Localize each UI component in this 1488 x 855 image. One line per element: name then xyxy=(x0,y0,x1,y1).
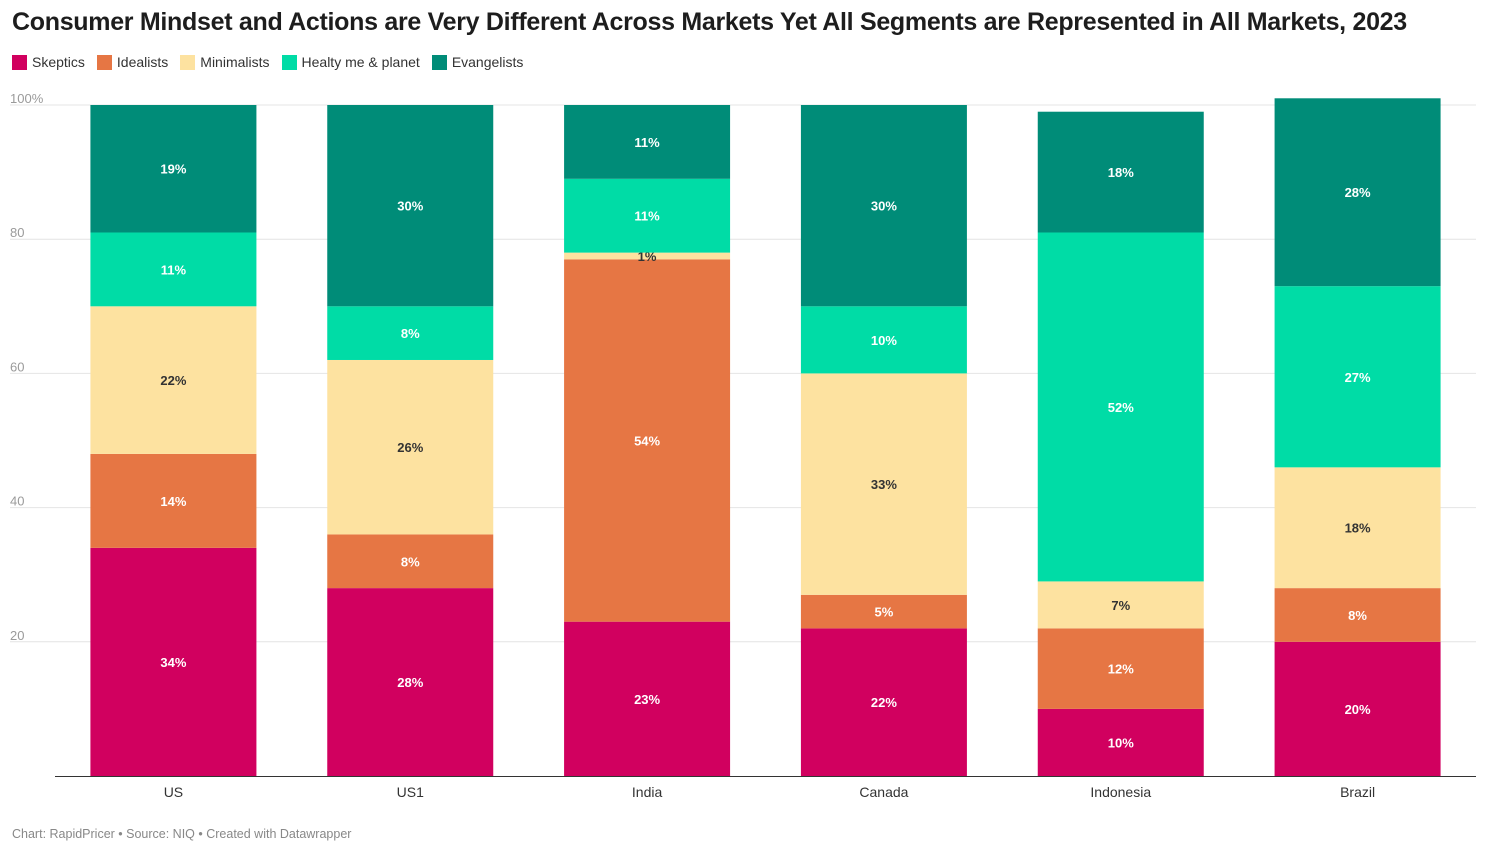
bar-segment xyxy=(800,628,967,776)
bar-segment xyxy=(1037,232,1204,582)
bar-segment xyxy=(327,588,494,776)
legend-item: Healty me & planet xyxy=(281,54,420,70)
bar-segment xyxy=(564,259,731,622)
data-label: 11% xyxy=(161,262,187,277)
data-label: 1% xyxy=(638,249,657,264)
legend-swatch xyxy=(180,54,196,70)
data-label: 22% xyxy=(160,373,186,388)
bar-segment xyxy=(327,359,494,535)
bar-segment xyxy=(800,105,967,307)
data-label: 27% xyxy=(1345,370,1371,385)
bar-segment xyxy=(1274,467,1441,589)
bar-segment xyxy=(800,373,967,595)
legend-label: Idealists xyxy=(116,54,169,70)
bar-segment xyxy=(1037,628,1204,709)
bar-segment xyxy=(1037,708,1204,776)
data-label: 30% xyxy=(871,199,897,214)
legend-label: Healty me & planet xyxy=(301,54,420,70)
legend-swatch xyxy=(96,54,112,70)
x-tick-label: US xyxy=(164,784,183,800)
bar-segment xyxy=(1274,641,1441,776)
legend-label: Minimalists xyxy=(200,54,270,70)
bar-segment xyxy=(1274,98,1441,287)
bar-segment xyxy=(1037,581,1204,629)
y-tick-label: 80 xyxy=(10,225,24,240)
data-label: 8% xyxy=(401,554,420,569)
legend-item: Skeptics xyxy=(12,54,85,70)
bar-segment xyxy=(327,105,494,307)
data-label: 30% xyxy=(397,199,423,214)
x-tick-label: Canada xyxy=(859,784,908,800)
legend-item: Minimalists xyxy=(180,54,270,70)
data-label: 18% xyxy=(1345,521,1371,536)
legend-label: Evangelists xyxy=(451,54,524,70)
data-label: 7% xyxy=(1111,598,1130,613)
y-tick-label: 60 xyxy=(10,359,24,374)
legend-item: Idealists xyxy=(96,54,169,70)
data-label: 10% xyxy=(871,333,897,348)
bar-segment xyxy=(564,621,731,776)
data-label: 12% xyxy=(1108,662,1134,677)
data-label: 19% xyxy=(160,162,186,177)
data-label: 52% xyxy=(1108,400,1134,415)
bar-segment xyxy=(564,178,731,253)
bar-segment xyxy=(327,306,494,360)
data-label: 10% xyxy=(1108,735,1134,750)
data-label: 18% xyxy=(1108,165,1134,180)
stacked-bar-chart: 20 40 60 80 100% 34% 14% 22% 11% 19% US 28% 8% 26% 8% 3… xyxy=(10,91,1476,800)
data-label: 11% xyxy=(634,209,660,224)
data-label: 33% xyxy=(871,477,897,492)
bar-segment xyxy=(564,105,731,179)
bar-segment xyxy=(1274,286,1441,468)
y-tick-label: 40 xyxy=(10,494,24,509)
bar-segment xyxy=(800,594,967,629)
data-label: 54% xyxy=(634,434,660,449)
data-label: 8% xyxy=(1348,608,1367,623)
bar-segment xyxy=(564,252,731,260)
data-label: 14% xyxy=(160,494,186,509)
bar-segment xyxy=(90,105,257,233)
bar-segment xyxy=(90,453,257,548)
data-label: 8% xyxy=(401,326,420,341)
chart-footer: Chart: RapidPricer • Source: NIQ • Creat… xyxy=(12,827,352,841)
legend-swatch xyxy=(281,54,297,70)
data-label: 22% xyxy=(871,695,897,710)
data-label: 28% xyxy=(397,675,423,690)
data-label: 26% xyxy=(397,440,423,455)
x-tick-label: Indonesia xyxy=(1090,784,1151,800)
legend-swatch xyxy=(12,54,27,70)
data-label: 34% xyxy=(160,655,186,670)
bar-segment xyxy=(90,232,257,307)
chart-title: Consumer Mindset and Actions are Very Di… xyxy=(12,8,1407,36)
y-tick-label: 20 xyxy=(10,628,24,643)
data-label: 28% xyxy=(1345,185,1371,200)
legend-swatch xyxy=(431,54,447,70)
bar-segment xyxy=(1274,588,1441,642)
data-label: 11% xyxy=(634,135,660,150)
legend-item: Evangelists xyxy=(431,54,524,70)
bar-segment xyxy=(90,306,257,454)
bar-segment xyxy=(800,306,967,374)
y-tick-label: 100% xyxy=(10,91,44,106)
bar-segment xyxy=(90,547,257,776)
legend-label: Skeptics xyxy=(32,54,85,70)
x-tick-label: India xyxy=(632,784,663,800)
bar-segment xyxy=(327,534,494,589)
data-label: 20% xyxy=(1345,702,1371,717)
x-tick-label: US1 xyxy=(397,784,424,800)
data-label: 5% xyxy=(875,605,894,620)
data-label: 23% xyxy=(634,692,660,707)
bar-segment xyxy=(1037,111,1204,233)
x-tick-label: Brazil xyxy=(1340,784,1375,800)
chart-legend: Skeptics Idealists Minimalists Healty me & … xyxy=(12,54,535,70)
